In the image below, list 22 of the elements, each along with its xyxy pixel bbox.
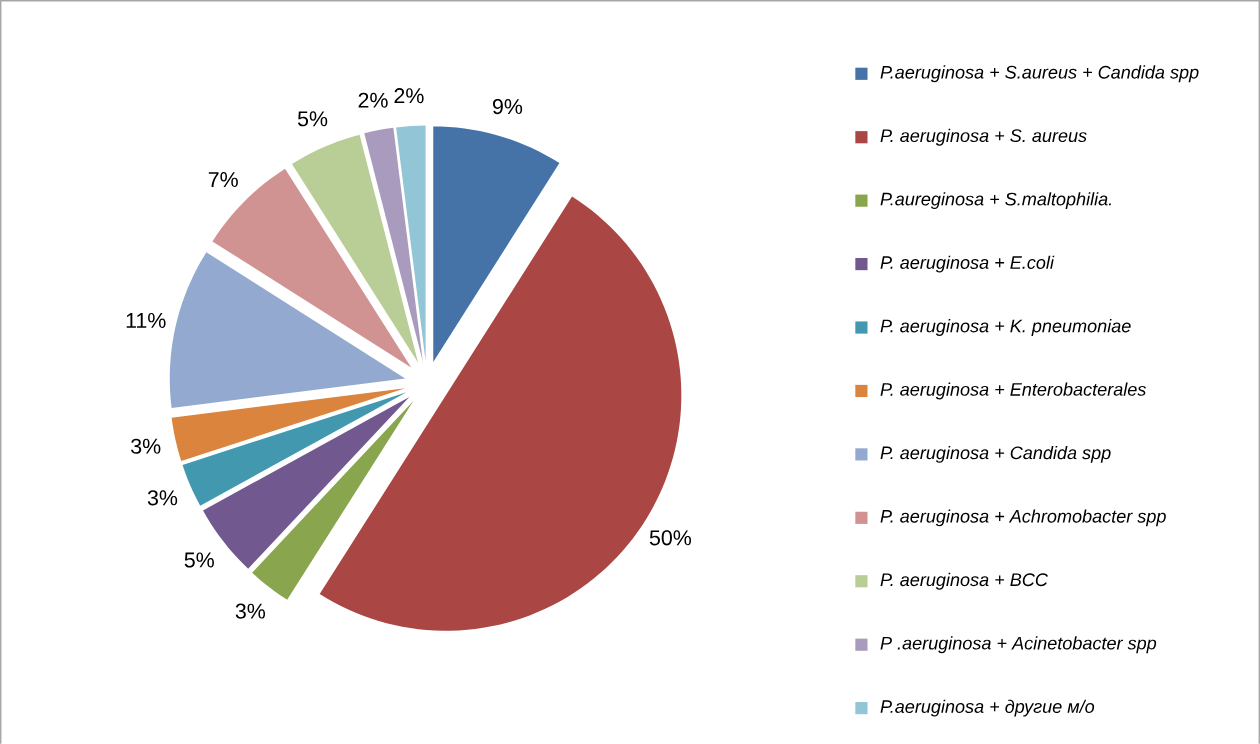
data-label: 5%: [297, 111, 328, 127]
data-label: 50%: [649, 530, 692, 546]
data-label: 3%: [131, 438, 161, 454]
data-label: 3%: [235, 603, 266, 619]
data-label: 9%: [492, 98, 523, 114]
legend-label: P.aureginosa + S.maltophilia.: [880, 192, 1111, 209]
data-label: 2%: [358, 92, 388, 108]
legend-label: P. aeruginosa + S. aureus: [880, 128, 1087, 146]
legend-label: P. aeruginosa + Candida spp: [880, 445, 1111, 463]
legend-label: P. aeruginosa + K. pneumoniae: [880, 318, 1131, 336]
legend-label: P. aeruginosa + E.coli: [880, 255, 1055, 273]
legend-label: P.aeruginosa + S.aureus + Candida spp: [880, 65, 1199, 83]
legend-label: P .aeruginosa + Acinetobacter spp: [880, 636, 1157, 653]
legend-label: P.aeruginosa + другие м/о: [880, 699, 1095, 717]
data-label: 5%: [184, 552, 214, 568]
data-label: 3%: [147, 490, 178, 506]
legend-label: P. aeruginosa + BCC: [880, 572, 1049, 590]
legend-label: P. aeruginosa + Achromobacter spp: [880, 509, 1166, 527]
data-label: 2%: [394, 87, 424, 103]
legend-label: P. aeruginosa + Enterobacterales: [880, 382, 1147, 400]
data-label: 7%: [208, 171, 238, 187]
data-label: 11%: [126, 312, 166, 328]
